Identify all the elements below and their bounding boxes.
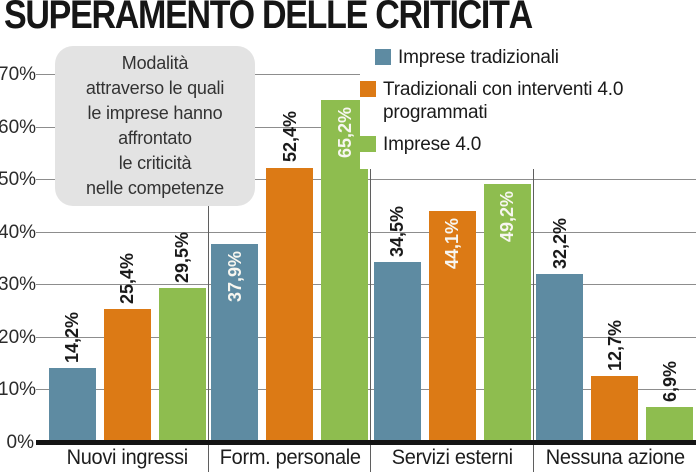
group-separator (370, 75, 371, 472)
legend-label: Tradizionali con interventi 4.0 programm… (383, 79, 624, 123)
bar: 25,4% (103, 253, 151, 443)
chart-title: SUPERAMENTO DELLE CRITICITÀ (4, 0, 533, 37)
bar: 6,9% (646, 361, 694, 443)
bar-value-label: 12,7% (604, 320, 625, 372)
bar-group-3: 34,5% 44,1% 49,2% (371, 75, 534, 443)
x-axis: Nuovi ingressi Form. personale Servizi est… (46, 446, 696, 470)
annotation-text: Modalità attraverso le quali le imprese … (85, 53, 225, 198)
bar-value-label: 25,4% (117, 253, 138, 305)
bar: 34,5% (373, 206, 421, 443)
bar: 29,5% (158, 232, 206, 443)
bar-value-label: 34,5% (387, 205, 408, 257)
bar: 32,2% (536, 218, 584, 443)
legend-swatch-green (360, 136, 376, 152)
bar: 44,1% (428, 211, 476, 443)
bar-value-label: 49,2% (497, 191, 518, 243)
bar-value-label: 44,1% (442, 218, 463, 270)
legend-item: Imprese tradizionali (375, 46, 698, 69)
bar-value-label: 32,2% (549, 217, 570, 269)
y-tick-label: 70% (0, 64, 37, 85)
bar: 37,9% (211, 243, 259, 443)
x-axis-line (36, 440, 696, 445)
y-tick-label: 20% (0, 326, 37, 348)
y-tick-label: 0% (6, 432, 34, 453)
legend-swatch-orange (360, 81, 376, 97)
bar: 12,7% (591, 320, 639, 443)
bar-value-label: 65,2% (334, 107, 355, 159)
group-separator (532, 75, 534, 472)
bar-value-label: 52,4% (279, 111, 300, 163)
category-label: Nuovi ingressi (66, 446, 189, 469)
group-separator (207, 75, 209, 472)
legend: Imprese tradizionali Tradizionali con int… (360, 46, 698, 169)
y-tick-label: 30% (0, 274, 37, 296)
bar-group-1: 14,2% 25,4% 29,5% (46, 75, 209, 443)
y-axis: 0% 10% 20% 30% 40% 50% 60% 70% (0, 65, 37, 453)
bar-value-label: 6,9% (659, 360, 680, 402)
bar: 52,4% (266, 111, 314, 443)
legend-item: Imprese 4.0 (360, 133, 698, 156)
bar-group-4: 32,2% 12,7% 6,9% (534, 75, 697, 443)
bar-value-label: 14,2% (62, 312, 83, 364)
legend-item: Tradizionali con interventi 4.0 programm… (360, 78, 698, 124)
bar-value-label: 29,5% (172, 231, 193, 283)
legend-label: Imprese 4.0 (383, 134, 482, 155)
legend-swatch-blue (375, 49, 391, 65)
category-label: Nessuna azione (545, 446, 685, 469)
plot-area: 14,2% 25,4% 29,5% 37,9% 52,4% 65,2% 34,5% 44,1%… (36, 74, 697, 472)
category-label: Form. personale (219, 446, 361, 469)
y-tick-label: 50% (0, 169, 37, 191)
y-tick-label: 40% (0, 221, 37, 243)
bar: 14,2% (48, 312, 96, 443)
category-label: Servizi esterni (391, 446, 513, 469)
bar-value-label: 37,9% (224, 250, 245, 302)
y-tick-label: 10% (0, 379, 37, 401)
bar: 49,2% (483, 184, 531, 443)
legend-label: Imprese tradizionali (398, 47, 559, 68)
y-tick-label: 60% (0, 116, 37, 138)
annotation-box: Modalità attraverso le quali le imprese … (55, 46, 255, 206)
bar-group-2: 37,9% 52,4% 65,2% (209, 75, 372, 443)
